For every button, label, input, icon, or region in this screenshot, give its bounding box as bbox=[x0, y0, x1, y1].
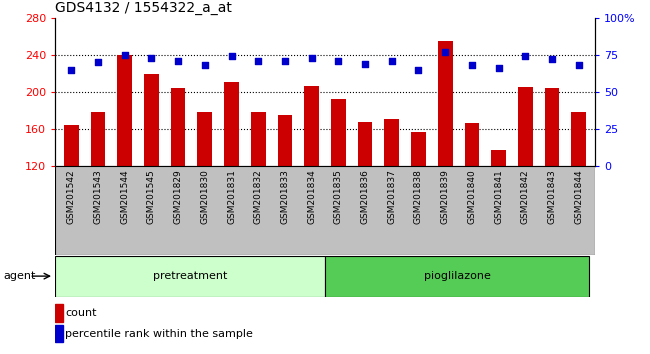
Text: GSM201833: GSM201833 bbox=[280, 169, 289, 224]
Text: GDS4132 / 1554322_a_at: GDS4132 / 1554322_a_at bbox=[55, 1, 232, 15]
Text: percentile rank within the sample: percentile rank within the sample bbox=[65, 329, 253, 338]
Bar bbox=[438, 41, 452, 278]
Bar bbox=[358, 122, 372, 278]
Text: GSM201839: GSM201839 bbox=[441, 169, 450, 224]
Text: pretreatment: pretreatment bbox=[153, 271, 228, 281]
Text: GSM201544: GSM201544 bbox=[120, 169, 129, 224]
Text: GSM201829: GSM201829 bbox=[174, 169, 183, 224]
Bar bbox=[304, 86, 319, 278]
Text: GSM201542: GSM201542 bbox=[67, 169, 76, 224]
Text: GSM201835: GSM201835 bbox=[334, 169, 343, 224]
Point bbox=[66, 67, 77, 73]
Point bbox=[387, 58, 397, 64]
Point bbox=[413, 67, 424, 73]
Text: GSM201844: GSM201844 bbox=[574, 169, 583, 224]
Bar bbox=[55, 304, 63, 321]
Bar bbox=[55, 325, 63, 342]
Bar bbox=[171, 88, 185, 278]
Point bbox=[120, 52, 130, 58]
Bar bbox=[118, 55, 132, 278]
Text: GSM201832: GSM201832 bbox=[254, 169, 263, 224]
Bar bbox=[411, 132, 426, 278]
Point bbox=[200, 62, 210, 68]
Bar bbox=[251, 112, 266, 278]
Bar bbox=[465, 123, 479, 278]
Point bbox=[146, 55, 157, 61]
Text: GSM201543: GSM201543 bbox=[94, 169, 103, 224]
Text: GSM201841: GSM201841 bbox=[494, 169, 503, 224]
Bar bbox=[331, 98, 346, 278]
Text: GSM201830: GSM201830 bbox=[200, 169, 209, 224]
Point bbox=[253, 58, 263, 64]
Bar bbox=[545, 88, 560, 278]
Text: GSM201838: GSM201838 bbox=[414, 169, 423, 224]
Text: pioglilazone: pioglilazone bbox=[424, 271, 491, 281]
Text: GSM201836: GSM201836 bbox=[361, 169, 370, 224]
Text: count: count bbox=[65, 308, 96, 318]
Text: GSM201831: GSM201831 bbox=[227, 169, 236, 224]
Bar bbox=[518, 87, 532, 278]
Bar bbox=[64, 125, 79, 278]
Point bbox=[520, 53, 530, 59]
Point bbox=[280, 58, 290, 64]
Point bbox=[173, 58, 183, 64]
FancyBboxPatch shape bbox=[55, 256, 325, 297]
Point bbox=[93, 59, 103, 65]
Point bbox=[440, 49, 450, 55]
Bar bbox=[90, 113, 105, 278]
Bar bbox=[55, 166, 595, 255]
Point bbox=[306, 55, 317, 61]
Point bbox=[333, 58, 344, 64]
Point bbox=[573, 62, 584, 68]
Bar bbox=[144, 74, 159, 278]
Point bbox=[226, 53, 237, 59]
Text: GSM201842: GSM201842 bbox=[521, 169, 530, 224]
Text: GSM201545: GSM201545 bbox=[147, 169, 156, 224]
Point bbox=[493, 65, 504, 71]
Bar bbox=[278, 115, 292, 278]
Text: GSM201843: GSM201843 bbox=[547, 169, 556, 224]
Bar bbox=[198, 113, 212, 278]
Point bbox=[360, 61, 370, 67]
Bar bbox=[224, 82, 239, 278]
Text: GSM201837: GSM201837 bbox=[387, 169, 396, 224]
Bar bbox=[384, 119, 399, 278]
Point bbox=[467, 62, 477, 68]
Point bbox=[547, 57, 557, 62]
Bar bbox=[571, 113, 586, 278]
Bar bbox=[491, 150, 506, 278]
FancyBboxPatch shape bbox=[325, 256, 590, 297]
Text: agent: agent bbox=[3, 271, 36, 281]
Text: GSM201840: GSM201840 bbox=[467, 169, 476, 224]
Text: GSM201834: GSM201834 bbox=[307, 169, 316, 224]
